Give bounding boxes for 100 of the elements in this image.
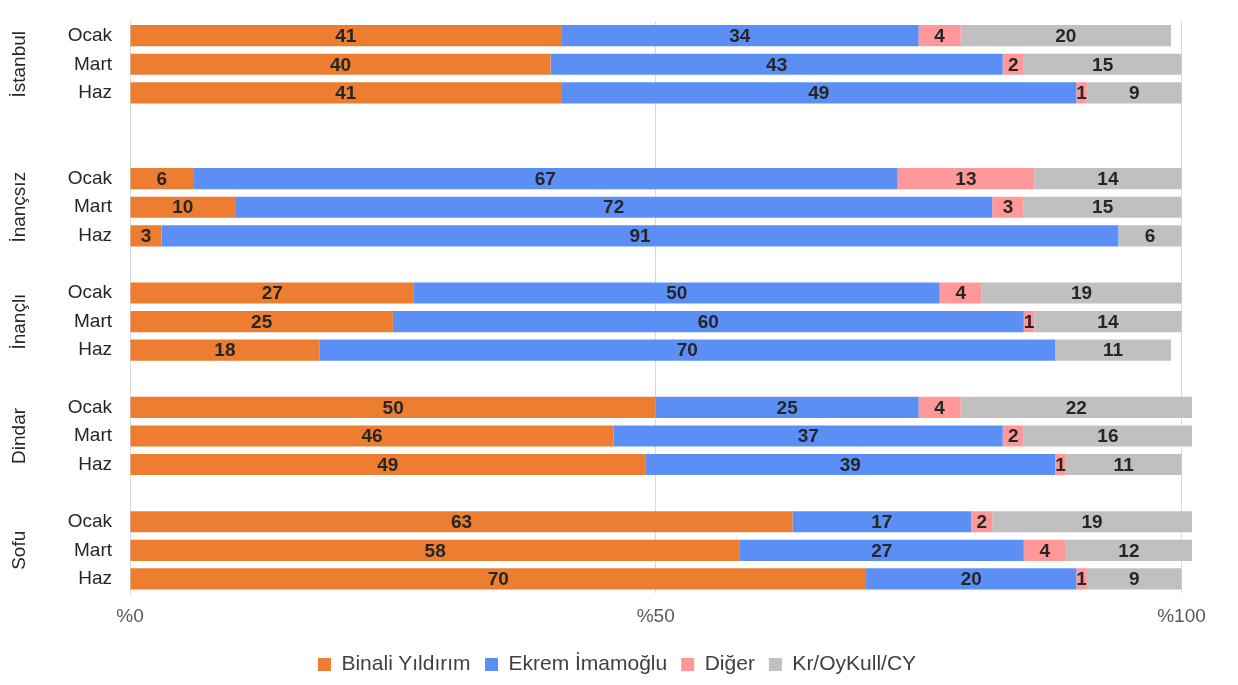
- data-label: 14: [1097, 310, 1119, 332]
- y-tick-label: Ocak: [67, 509, 113, 531]
- bar: [130, 311, 393, 333]
- bar: [645, 453, 1056, 476]
- data-label: 39: [839, 453, 861, 475]
- bar: [130, 196, 236, 218]
- data-label: 19: [1081, 510, 1103, 532]
- data-label: 11: [1103, 339, 1124, 361]
- bar: [918, 396, 961, 418]
- data-label: 20: [960, 568, 982, 590]
- bar: [1023, 196, 1182, 218]
- data-label: 72: [603, 196, 625, 218]
- data-label: 6: [1144, 225, 1156, 247]
- data-label: 4: [955, 282, 967, 304]
- bar: [130, 511, 793, 533]
- bar: [613, 425, 1003, 447]
- text: Sofu: [8, 530, 30, 570]
- y-tick-label: Mart: [74, 424, 113, 446]
- data-label: 49: [808, 82, 830, 104]
- bar: [960, 25, 1171, 47]
- y-tick-label: Mart: [74, 538, 113, 560]
- data-label: 11: [1113, 453, 1135, 475]
- data-label: 15: [1092, 196, 1114, 218]
- y-tick-label: Ocak: [67, 166, 113, 188]
- data-label: 19: [1071, 282, 1093, 304]
- bar: [130, 53, 551, 75]
- data-label: 6: [156, 167, 168, 189]
- bar: [1023, 425, 1192, 447]
- data-label: 10: [172, 196, 194, 218]
- bar: [981, 282, 1182, 304]
- data-label: 12: [1118, 539, 1140, 561]
- data-label: 46: [361, 425, 383, 447]
- x-tick-label: %50: [636, 604, 675, 626]
- data-label: 58: [424, 539, 446, 561]
- bar: [130, 25, 562, 47]
- y-tick-label: Haz: [78, 224, 112, 246]
- bar: [1034, 311, 1182, 333]
- y-tick-label: Mart: [74, 195, 113, 217]
- bar: [939, 282, 982, 304]
- data-label: 9: [1128, 568, 1140, 590]
- data-label: 91: [629, 225, 651, 247]
- bar: [897, 168, 1035, 190]
- bar: [550, 53, 1003, 75]
- data-label: 4: [934, 24, 946, 46]
- data-label: 25: [776, 396, 799, 418]
- data-label: 27: [261, 282, 283, 304]
- bar: [1055, 339, 1171, 361]
- data-label: 50: [666, 282, 688, 304]
- data-label: 67: [534, 167, 556, 189]
- data-label: 41: [335, 82, 357, 104]
- bar: [1086, 82, 1182, 104]
- text: İnançsız: [8, 171, 30, 243]
- bar: [1034, 168, 1182, 190]
- bar: [866, 568, 1077, 590]
- bar: [792, 511, 972, 533]
- bar: [130, 168, 194, 190]
- bar: [655, 396, 919, 418]
- data-label: 4: [934, 396, 946, 418]
- y-tick-label: Haz: [78, 338, 112, 360]
- y-tick-label: Mart: [74, 52, 113, 74]
- bar: [130, 82, 562, 104]
- legend-label: Diğer: [704, 651, 755, 675]
- data-label: 2: [1007, 425, 1019, 447]
- data-label: 16: [1097, 425, 1119, 447]
- bar: [739, 539, 1024, 561]
- bar: [130, 539, 740, 561]
- data-label: 63: [450, 510, 473, 532]
- y-tick-label: Ocak: [67, 281, 113, 303]
- bar: [130, 282, 414, 304]
- x-tick-label: %0: [116, 604, 144, 626]
- data-label: 70: [676, 339, 698, 361]
- data-label: 1: [1076, 568, 1088, 590]
- data-label: 18: [214, 339, 236, 361]
- bar: [319, 339, 1056, 361]
- y-tick-label: Haz: [78, 452, 112, 474]
- data-label: 43: [766, 53, 788, 75]
- data-label: 34: [729, 24, 751, 46]
- bar: [235, 196, 993, 218]
- data-label: 3: [140, 225, 152, 247]
- y-tick-label: Ocak: [67, 395, 113, 417]
- data-label: 1: [1023, 310, 1035, 332]
- bar: [130, 396, 656, 418]
- bar: [561, 25, 919, 47]
- bar: [392, 311, 1024, 333]
- data-label: 17: [871, 510, 893, 532]
- legend-label: Ekrem İmamoğlu: [508, 651, 668, 675]
- data-label: 37: [797, 425, 819, 447]
- data-label: 4: [1039, 539, 1051, 561]
- data-label: 14: [1097, 167, 1119, 189]
- text: Dindar: [8, 407, 30, 464]
- y-tick-label: Haz: [78, 567, 112, 589]
- y-tick-label: Ocak: [67, 23, 113, 45]
- bar: [161, 225, 1119, 247]
- data-label: 13: [955, 167, 977, 189]
- bar: [193, 168, 898, 190]
- bar: [918, 25, 961, 47]
- bar: [413, 282, 940, 304]
- y-tick-label: Mart: [74, 309, 113, 331]
- bar: [1086, 568, 1182, 590]
- bar: [1023, 53, 1182, 75]
